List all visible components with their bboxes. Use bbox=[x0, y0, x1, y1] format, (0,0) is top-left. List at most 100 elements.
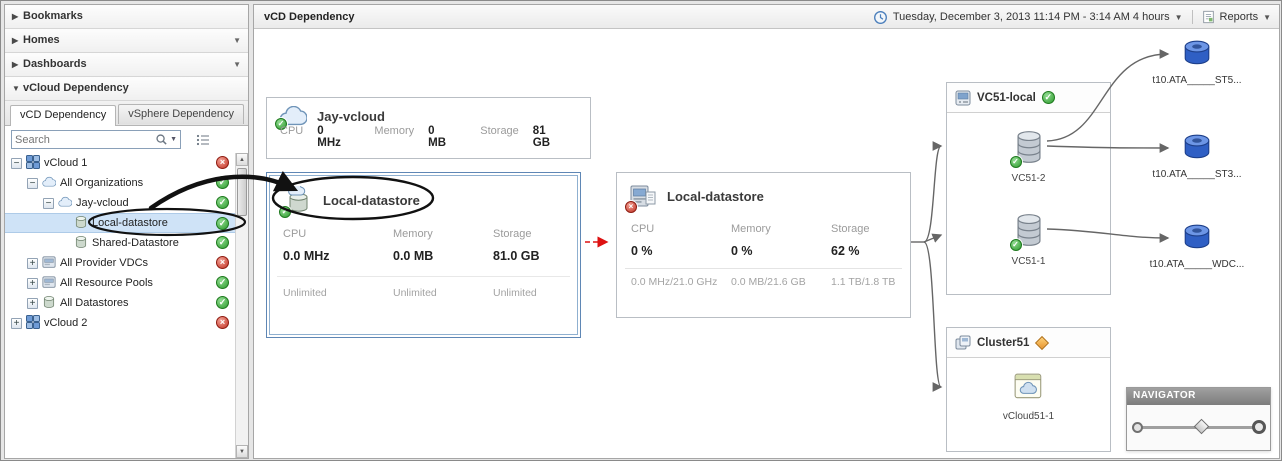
disk-node-st5[interactable]: t10.ATA_____ST5... bbox=[1137, 39, 1257, 86]
tree-item-vcloud-1[interactable]: vCloud 1 bbox=[5, 153, 235, 173]
sidebar-section-vcloud-dependency[interactable]: ▼ vCloud Dependency bbox=[5, 77, 248, 101]
status-error-icon bbox=[216, 316, 229, 329]
chevron-down-icon[interactable]: ▼ bbox=[233, 36, 241, 45]
tree-item-all-provider-vdcs[interactable]: All Provider VDCs bbox=[5, 253, 235, 273]
node-label: VC51-1 bbox=[1011, 256, 1046, 267]
node-vc51-1[interactable]: VC51-1 bbox=[947, 213, 1110, 267]
node-vcloud51-1[interactable]: vCloud51-1 bbox=[947, 372, 1110, 422]
sidebar-section-dashboards[interactable]: ▶ Dashboards ▼ bbox=[5, 53, 248, 77]
database-icon bbox=[1009, 130, 1044, 168]
zoom-slider-thumb[interactable] bbox=[1193, 418, 1209, 435]
datastore-icon bbox=[74, 235, 88, 249]
tree-item-all-organizations[interactable]: All Organizations bbox=[5, 173, 235, 193]
scrollbar-down-icon[interactable]: ▼ bbox=[236, 445, 248, 458]
tree-item-jay-vcloud[interactable]: Jay-vcloud bbox=[5, 193, 235, 213]
metric-value: 0.0 MB bbox=[393, 249, 434, 263]
disk-icon bbox=[1182, 39, 1212, 67]
card-title: Local-datastore bbox=[323, 192, 420, 208]
expand-toggle-icon[interactable] bbox=[11, 317, 22, 329]
metric-value: 0 % bbox=[631, 244, 653, 258]
card-local-datastore-vcd[interactable]: Local-datastore CPU 0.0 MHz Unlimited Memo… bbox=[266, 172, 581, 338]
sidebar-section-bookmarks[interactable]: ▶ Bookmarks bbox=[5, 5, 248, 29]
tree-item-local-datastore[interactable]: Local-datastore bbox=[5, 213, 235, 233]
metric-label: CPU bbox=[283, 228, 307, 240]
reports-icon bbox=[1202, 10, 1215, 24]
card-title: Cluster51 bbox=[977, 336, 1030, 349]
tab-vcd-dependency[interactable]: vCD Dependency bbox=[10, 105, 117, 126]
node-vc51-2[interactable]: VC51-2 bbox=[947, 130, 1110, 184]
list-view-icon[interactable] bbox=[193, 130, 213, 149]
status-error-icon bbox=[625, 201, 637, 213]
stat-value: 0 MB bbox=[428, 125, 447, 149]
card-jay-vcloud[interactable]: Jay-vcloud CPU 0 MHz Memory 0 MB Storage 81… bbox=[266, 97, 591, 159]
collapse-toggle-icon[interactable] bbox=[43, 197, 54, 209]
zoom-out-handle[interactable] bbox=[1132, 422, 1143, 433]
status-warning-icon bbox=[1035, 335, 1050, 350]
main-panel: vCD Dependency Tuesday, December 3, 2013… bbox=[253, 4, 1280, 459]
metric-sub: 0.0 MB/21.6 GB bbox=[731, 276, 806, 288]
card-local-datastore-vsphere[interactable]: Local-datastore CPU 0 % 0.0 MHz/21.0 GHz M… bbox=[616, 172, 911, 318]
search-options-chevron-icon[interactable]: ▼ bbox=[170, 136, 177, 143]
section-label: vCloud Dependency bbox=[23, 82, 129, 94]
time-range-icon bbox=[873, 10, 888, 25]
vcenter-host-icon bbox=[955, 90, 971, 106]
scrollbar-thumb[interactable] bbox=[237, 168, 247, 216]
tree-item-label: All Organizations bbox=[60, 177, 144, 189]
disk-icon bbox=[1182, 223, 1212, 251]
status-ok-icon bbox=[1041, 91, 1055, 104]
tree-item-label: All Datastores bbox=[60, 297, 129, 309]
tree-item-vcloud-2[interactable]: vCloud 2 bbox=[5, 313, 235, 333]
tree-item-all-datastores[interactable]: All Datastores bbox=[5, 293, 235, 313]
collapse-toggle-icon[interactable] bbox=[11, 157, 22, 169]
metric-sub: Unlimited bbox=[393, 287, 437, 299]
disk-node-st3[interactable]: t10.ATA_____ST3... bbox=[1137, 133, 1257, 180]
disk-icon bbox=[1182, 133, 1212, 161]
chevron-down-icon[interactable]: ▼ bbox=[233, 60, 241, 69]
search-input[interactable] bbox=[15, 133, 156, 146]
sidebar-section-homes[interactable]: ▶ Homes ▼ bbox=[5, 29, 248, 53]
card-title: Jay-vcloud bbox=[317, 108, 385, 124]
status-error-icon bbox=[216, 156, 229, 169]
search-box[interactable]: ▼ bbox=[11, 130, 181, 149]
scrollbar-up-icon[interactable]: ▲ bbox=[236, 153, 248, 166]
main-header: vCD Dependency Tuesday, December 3, 2013… bbox=[254, 5, 1279, 29]
stat-value: 0 MHz bbox=[317, 125, 341, 149]
status-ok-icon bbox=[1009, 156, 1022, 168]
sidebar-scrollbar[interactable]: ▲ ▼ bbox=[235, 153, 248, 458]
disk-label: t10.ATA_____ST5... bbox=[1152, 75, 1242, 86]
time-range-chevron-icon[interactable]: ▼ bbox=[1174, 12, 1183, 22]
expand-toggle-icon[interactable] bbox=[27, 277, 38, 289]
metric-label: Memory bbox=[393, 228, 433, 240]
section-label: Dashboards bbox=[23, 58, 87, 70]
collapse-toggle-icon[interactable] bbox=[27, 177, 38, 189]
search-row: ▼ bbox=[5, 126, 248, 153]
cloud-icon bbox=[58, 195, 72, 209]
disk-node-wdc[interactable]: t10.ATA_____WDC... bbox=[1137, 223, 1257, 270]
metric-sub: Unlimited bbox=[283, 287, 327, 299]
sidebar: ▶ Bookmarks ▶ Homes ▼ ▶ Dashboards ▼ ▼ vClou… bbox=[4, 4, 249, 459]
reports-chevron-icon[interactable]: ▼ bbox=[1263, 12, 1271, 22]
tree-item-all-resource-pools[interactable]: All Resource Pools bbox=[5, 273, 235, 293]
dependency-tree: vCloud 1 All Organizations Jay-vcloud Lo… bbox=[5, 153, 235, 458]
navigator-header[interactable]: NAVIGATOR bbox=[1127, 388, 1270, 405]
organization-cloud-icon bbox=[42, 175, 56, 189]
expand-arrow-icon: ▼ bbox=[12, 84, 20, 93]
expand-toggle-icon[interactable] bbox=[27, 297, 38, 309]
time-range-selector[interactable]: Tuesday, December 3, 2013 11:14 PM - 3:1… bbox=[892, 11, 1170, 23]
zoom-slider[interactable] bbox=[1127, 405, 1270, 450]
search-icon[interactable] bbox=[155, 133, 168, 146]
metric-sub: 0.0 MHz/21.0 GHz bbox=[631, 276, 718, 288]
expand-toggle-icon[interactable] bbox=[27, 257, 38, 269]
tree-item-shared-datastore[interactable]: Shared-Datastore bbox=[5, 233, 235, 253]
card-vc51-local[interactable]: VC51-local VC51-2 VC51-1 bbox=[946, 82, 1111, 295]
zoom-in-handle[interactable] bbox=[1252, 420, 1266, 434]
collapse-arrow-icon: ▶ bbox=[12, 36, 19, 45]
card-cluster51[interactable]: Cluster51 vCloud51-1 bbox=[946, 327, 1111, 452]
tab-vsphere-dependency[interactable]: vSphere Dependency bbox=[118, 104, 245, 124]
status-ok-icon bbox=[216, 236, 229, 249]
stat-label: Memory bbox=[374, 125, 415, 137]
metric-sub: 1.1 TB/1.8 TB bbox=[831, 276, 896, 288]
reports-button[interactable]: Reports bbox=[1219, 11, 1259, 23]
section-label: Bookmarks bbox=[23, 10, 83, 22]
